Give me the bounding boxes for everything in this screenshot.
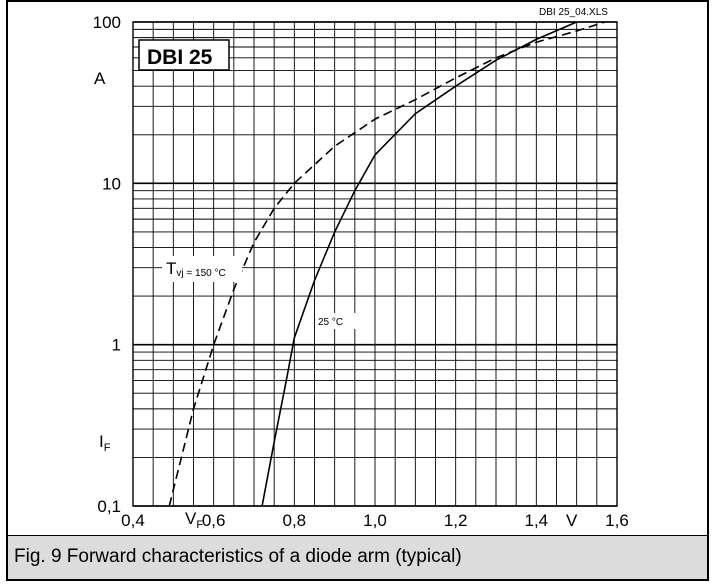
y-tick-label: 100 (93, 13, 121, 32)
y-tick-label: 0,1 (97, 497, 121, 516)
x-tick-label: 1,2 (444, 511, 468, 530)
y-axis-label: IF (99, 432, 111, 454)
series-line-25c (261, 21, 578, 507)
x-tick-label: 0,8 (283, 511, 307, 530)
labels-group: DBI 25 DBI 25_04.XLS A IF VF V Tvj = 150… (94, 4, 615, 531)
tick-labels: 0,4 0,6 0,8 1,0 1,2 1,4 1,6 0,1 1 10 100 (93, 13, 629, 530)
series-label-25: 25 °C (318, 317, 343, 328)
y-tick-label: 1 (112, 336, 121, 355)
file-label: DBI 25_04.XLS (539, 7, 608, 18)
file-label-bg (535, 4, 615, 17)
caption-text: Fig. 9 Forward characteristics of a diod… (14, 546, 462, 567)
y-tick-label: 10 (102, 174, 121, 193)
series-group (168, 21, 606, 507)
device-label: DBI 25 (147, 46, 213, 69)
grid (132, 21, 618, 507)
figure-caption: Fig. 9 Forward characteristics of a diod… (8, 535, 707, 579)
chart: DBI 25 DBI 25_04.XLS A IF VF V Tvj = 150… (92, 4, 629, 531)
series-label-bg-25 (316, 313, 358, 329)
figure-frame (6, 0, 709, 581)
x-tick-label: 0,4 (121, 511, 145, 530)
x-tick-label: 1,4 (525, 511, 549, 530)
x-unit: V (566, 511, 578, 530)
x-axis-label: VF (185, 509, 203, 531)
device-label-box (138, 39, 230, 71)
x-tick-label: 1,0 (363, 511, 387, 530)
y-unit: A (94, 69, 106, 88)
series-label-150: Tvj = 150 °C (166, 259, 226, 279)
x-tick-label: 0,6 (202, 511, 226, 530)
x-tick-label: 1,6 (605, 511, 629, 530)
plot-area-border (132, 21, 618, 507)
series-label-bg-150 (162, 256, 242, 282)
